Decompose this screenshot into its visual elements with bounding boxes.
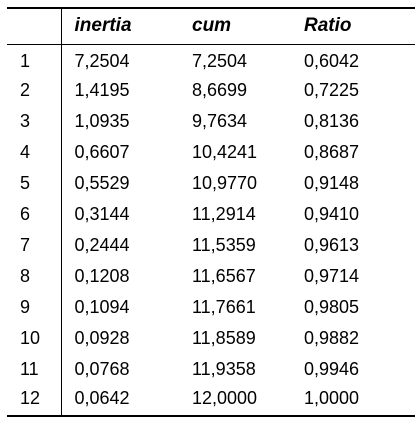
row-index-cell: 12: [7, 385, 62, 417]
cum-cell: 9,7634: [192, 111, 248, 131]
ratio-cell: 0,9714: [304, 266, 360, 286]
cum-cell: 11,5359: [192, 235, 256, 255]
row-index-cell: 6: [7, 199, 62, 230]
header-ratio: Ratio: [291, 7, 415, 45]
cum-cell: 11,2914: [192, 204, 256, 224]
cum-cell: 10,9770: [192, 173, 258, 193]
table-row: 5 0,5529 10,9770 0,9148: [7, 168, 415, 199]
cum-cell: 10,4241: [192, 142, 258, 162]
row-index-cell: 8: [7, 261, 62, 292]
inertia-cell: 0,5529: [74, 173, 130, 193]
ratio-cell: 0,9805: [304, 297, 360, 317]
row-index-cell: 3: [7, 106, 62, 137]
row-index-cell: 4: [7, 137, 62, 168]
ratio-cell: 0,8687: [304, 142, 360, 162]
ratio-cell: 1,0000: [291, 385, 415, 417]
table-row: 8 0,1208 11,6567 0,9714: [7, 261, 415, 292]
inertia-cell: 7,2504: [74, 51, 130, 72]
ratio-cell: 0,9946: [304, 359, 360, 379]
inertia-cell: 0,6607: [74, 142, 130, 162]
table-row: 1 7,2504 7,2504 0,6042: [7, 44, 415, 75]
cum-cell: 12,0000: [179, 385, 291, 417]
inertia-cell: 1,4195: [74, 80, 130, 100]
table-body: 1 7,2504 7,2504 0,6042 2 1,4195 8,6699 0,7225 3 1…: [7, 44, 415, 417]
row-index-cell: 1: [7, 44, 62, 75]
inertia-cell: 0,0768: [74, 359, 130, 379]
table-row: 9 0,1094 11,7661 0,9805: [7, 292, 415, 323]
inertia-cell: 0,1208: [74, 266, 130, 286]
table-row: 3 1,0935 9,7634 0,8136: [7, 106, 415, 137]
row-index-cell: 11: [7, 354, 62, 385]
cum-cell: 8,6699: [192, 80, 248, 100]
inertia-cell: 0,3144: [74, 204, 130, 224]
table-row: 12 0,0642 12,0000 1,0000: [7, 385, 415, 417]
row-index-cell: 5: [7, 168, 62, 199]
cum-cell: 7,2504: [192, 51, 248, 72]
inertia-cell: 0,2444: [74, 235, 130, 255]
header-index: [7, 7, 62, 45]
ratio-cell: 0,9613: [304, 235, 360, 255]
table-row: 7 0,2444 11,5359 0,9613: [7, 230, 415, 261]
row-index-cell: 9: [7, 292, 62, 323]
inertia-cell: 0,1094: [74, 297, 130, 317]
table-row: 4 0,6607 10,4241 0,8687: [7, 137, 415, 168]
row-index-cell: 7: [7, 230, 62, 261]
ratio-cell: 0,8136: [304, 111, 360, 131]
inertia-cell: 1,0935: [74, 111, 130, 131]
header-cum: cum: [179, 7, 291, 45]
ratio-cell: 0,9410: [304, 204, 360, 224]
ratio-cell: 0,9882: [304, 328, 360, 348]
cum-cell: 11,6567: [192, 266, 256, 286]
ratio-cell: 0,6042: [304, 51, 360, 72]
inertia-cell: 0,0642: [61, 385, 179, 417]
table-row: 11 0,0768 11,9358 0,9946: [7, 354, 415, 385]
ratio-cell: 0,9148: [304, 173, 360, 193]
table-row: 2 1,4195 8,6699 0,7225: [7, 75, 415, 106]
table-header: inertia cum Ratio: [7, 7, 415, 45]
row-index-cell: 10: [7, 323, 62, 354]
ratio-cell: 0,7225: [304, 80, 360, 100]
header-row: inertia cum Ratio: [7, 7, 415, 45]
inertia-table: inertia cum Ratio 1 7,2504 7,2504 0,6042 2 1,…: [7, 7, 415, 417]
cum-cell: 11,7661: [192, 297, 256, 317]
inertia-cell: 0,0928: [74, 328, 130, 348]
table-row: 10 0,0928 11,8589 0,9882: [7, 323, 415, 354]
table-row: 6 0,3144 11,2914 0,9410: [7, 199, 415, 230]
inertia-table-container: inertia cum Ratio 1 7,2504 7,2504 0,6042 2 1,…: [7, 7, 415, 417]
cum-cell: 11,9358: [192, 359, 256, 379]
header-inertia: inertia: [61, 7, 179, 45]
cum-cell: 11,8589: [192, 328, 256, 348]
row-index-cell: 2: [7, 75, 62, 106]
